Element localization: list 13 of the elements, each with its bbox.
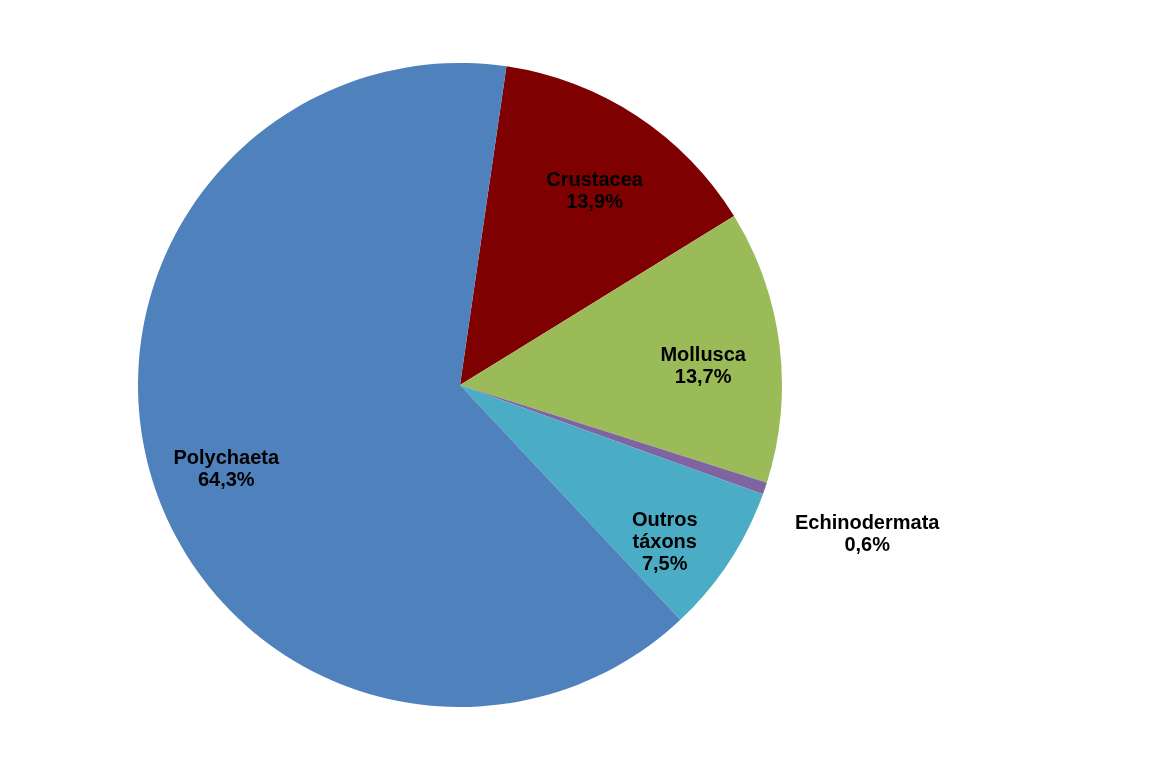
slice-label: Echinodermata <box>794 511 941 534</box>
slice-label: Polychaeta <box>173 446 280 469</box>
data-label: 7,5% <box>641 551 688 574</box>
pie-slice <box>460 215 782 483</box>
data-label: 13,7% <box>674 365 732 388</box>
data-label: 13,9% <box>566 190 624 213</box>
data-label: 64,3% <box>197 468 255 491</box>
slice-label: Outros táxons <box>631 507 698 552</box>
slice-label: Mollusca <box>660 343 747 366</box>
slice-label: Crustacea <box>546 168 644 191</box>
data-label: 0,6% <box>844 533 891 556</box>
pie-slice <box>460 385 763 620</box>
pie-slice <box>460 385 767 495</box>
